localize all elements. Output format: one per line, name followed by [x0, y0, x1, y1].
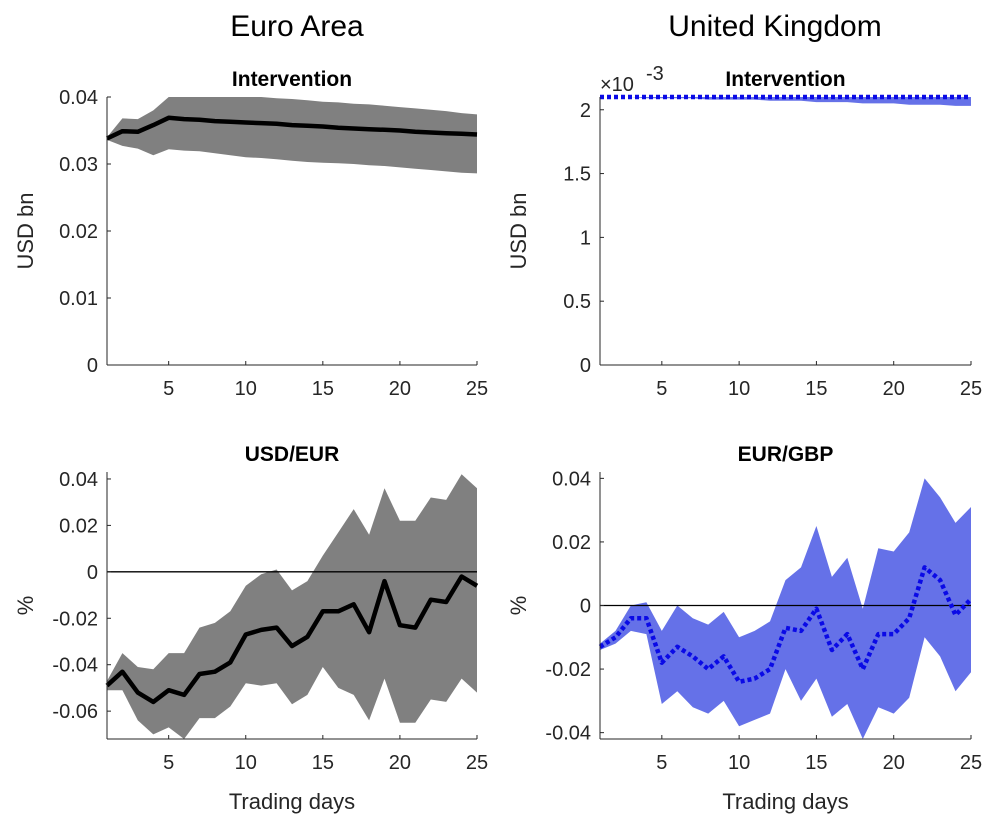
panel-4-confidence-band [600, 478, 971, 739]
panel-4-x-tick-label: 20 [883, 752, 905, 774]
panel-1-y-axis-label: USD bn [13, 192, 38, 269]
panel-3-y-tick-label: 0 [87, 562, 98, 584]
panel-2-y-tick-label: 2 [580, 100, 591, 122]
panel-2-y-tick-label: 0 [580, 355, 591, 377]
panel-2-axis-exponent-power: -3 [646, 63, 664, 85]
panel-4-y-tick-label: 0 [580, 596, 591, 618]
panel-2-confidence-band [600, 97, 971, 106]
panel-1-y-tick-label: 0.04 [59, 87, 98, 109]
panel-2-x-tick-label: 5 [656, 378, 667, 400]
panel-1-x-tick-label: 20 [389, 378, 411, 400]
panel-1-y-tick-label: 0.02 [59, 221, 98, 243]
panel-1-x-tick-label: 5 [163, 378, 174, 400]
panel-3-x-tick-label: 20 [389, 752, 411, 774]
panel-3-y-tick-label: -0.06 [52, 701, 98, 723]
panel-3-x-tick-label: 15 [312, 752, 334, 774]
panel-4-y-tick-label: 0.02 [552, 532, 591, 554]
panel-1-x-tick-label: 25 [466, 378, 488, 400]
panel-2-y-axis-label: USD bn [506, 192, 531, 269]
panel-4-title: EUR/GBP [738, 443, 834, 466]
column-title-united-kingdom: United Kingdom [668, 10, 881, 43]
panel-4-y-tick-label: 0.04 [552, 468, 591, 490]
panel-3-response-line [105, 574, 479, 705]
panel-2-x-tick-label: 15 [805, 378, 827, 400]
panel-3-x-axis-label: Trading days [229, 789, 355, 814]
column-title-euro-area: Euro Area [230, 10, 364, 43]
panel-4-x-tick-label: 25 [960, 752, 982, 774]
panel-3-y-axis-label: % [13, 596, 38, 616]
panel-2-x-tick-label: 20 [883, 378, 905, 400]
panel-2-y-tick-label: 0.5 [563, 291, 591, 313]
panel-3-x-tick-label: 5 [163, 752, 174, 774]
panel-1-confidence-band [107, 97, 477, 174]
panel-3-x-tick-label: 10 [235, 752, 257, 774]
panel-2-axis-exponent-base: ×10 [600, 74, 634, 96]
panel-1-y-tick-label: 0.01 [59, 288, 98, 310]
panel-1-y-tick-label: 0 [87, 355, 98, 377]
panel-2-x-tick-label: 10 [728, 378, 750, 400]
panel-3-x-tick-label: 25 [466, 752, 488, 774]
panel-3-y-tick-label: -0.02 [52, 608, 98, 630]
panel-4-y-tick-label: -0.04 [545, 723, 591, 745]
panel-2-x-tick-label: 25 [960, 378, 982, 400]
panel-3-confidence-band [107, 474, 477, 739]
panel-1-title: Intervention [232, 68, 352, 91]
panel-1-x-tick-label: 10 [235, 378, 257, 400]
panel-4-x-tick-label: 10 [728, 752, 750, 774]
panel-4-y-axis-label: % [506, 596, 531, 616]
panel-2-title: Intervention [725, 68, 845, 91]
panel-3-y-tick-label: 0.04 [59, 469, 98, 491]
panel-4-y-tick-label: -0.02 [545, 659, 591, 681]
panel-1-response-line [106, 115, 478, 141]
panel-4-x-tick-label: 15 [805, 752, 827, 774]
panel-3-y-tick-label: 0.02 [59, 515, 98, 537]
panel-1-y-tick-label: 0.03 [59, 154, 98, 176]
panel-4-x-axis-label: Trading days [722, 789, 848, 814]
panel-4-x-tick-label: 5 [656, 752, 667, 774]
panel-4-response-line [598, 565, 973, 685]
panel-3-y-tick-label: -0.04 [52, 655, 98, 677]
panel-2-y-tick-label: 1.5 [563, 164, 591, 186]
panel-2-y-tick-label: 1 [580, 227, 591, 249]
panel-3-title: USD/EUR [245, 443, 340, 466]
panel-1-x-tick-label: 15 [312, 378, 334, 400]
